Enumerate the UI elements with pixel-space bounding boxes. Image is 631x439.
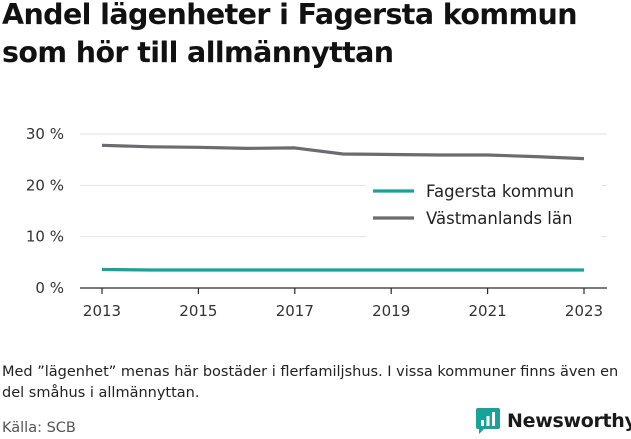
y-tick-label: 0 % [35,279,64,297]
y-tick-label: 20 % [26,176,64,194]
x-axis: 2013 2015 2017 2019 2021 2023 [80,287,607,320]
x-tick-label: 2021 [469,302,507,320]
x-tick-label: 2013 [83,302,121,320]
x-tick-label: 2023 [565,302,603,320]
x-tick-label: 2019 [372,302,410,320]
series-line-fagersta-kommun [101,267,584,272]
x-tick-label: 2017 [276,302,314,320]
legend: Fagersta kommun Västmanlands län [366,175,602,237]
newsworthy-brand[interactable]: Newsworthy [475,407,631,435]
series-line-v-stmanlands-l-n [101,143,585,161]
newsworthy-logo-icon [476,408,500,434]
y-tick-label: 10 % [26,228,64,246]
x-tick-label: 2015 [179,302,217,320]
y-axis: 0 % 10 % 20 % 30 % [26,125,64,297]
legend-label: Västmanlands län [426,209,572,228]
line-chart: 0 % 10 % 20 % 30 % 2013 2015 2017 2019 2021 2023… [26,125,607,320]
brand-name: Newsworthy [507,410,631,432]
legend-background [366,175,602,237]
source-label: Källa: SCB [2,420,76,436]
chart-title: Andel lägenheter i Fagersta kommun som h… [2,0,578,69]
series-lines [101,143,585,272]
legend-label: Fagersta kommun [426,182,574,201]
y-tick-label: 30 % [26,125,64,143]
chart-note: Med ”lägenhet” menas här bostäder i fler… [2,364,619,401]
